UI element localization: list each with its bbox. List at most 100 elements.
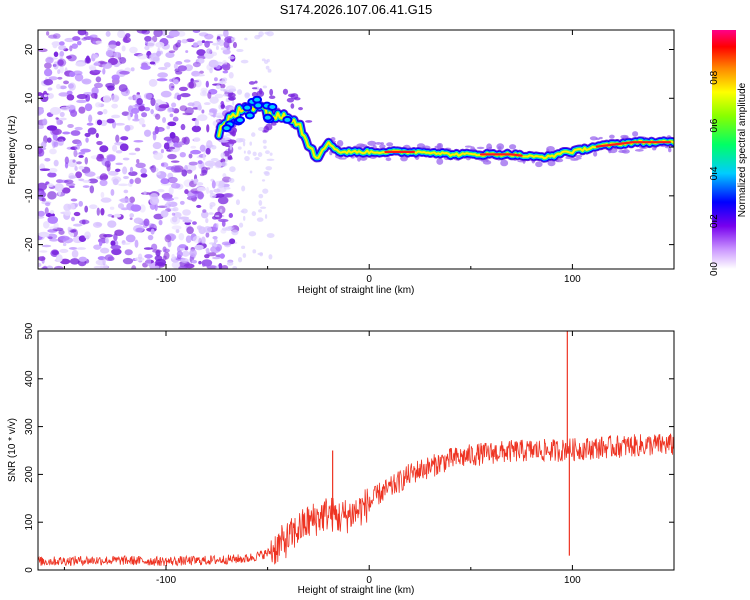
noise-blob	[191, 125, 202, 133]
colorbar-tick-label: 0.8	[709, 70, 720, 84]
noise-blob	[66, 55, 72, 59]
noise-blob	[99, 179, 108, 187]
noise-blob	[201, 259, 213, 267]
noise-blob	[208, 112, 214, 116]
noise-blob	[70, 198, 78, 202]
noise-blob	[67, 83, 74, 89]
noise-blob	[100, 247, 110, 254]
spectrogram-y-tick-label: 10	[24, 92, 35, 104]
noise-blob	[157, 188, 165, 193]
noise-blob	[257, 126, 265, 132]
noise-blob	[158, 66, 168, 70]
noise-blob	[215, 84, 221, 90]
noise-blob	[181, 169, 188, 177]
noise-blob	[38, 182, 48, 191]
noise-blob	[183, 59, 191, 63]
noise-blob	[48, 167, 58, 173]
noise-blob	[57, 76, 63, 80]
noise-blob	[107, 44, 117, 49]
noise-blob	[150, 97, 156, 107]
noise-blob	[78, 154, 84, 158]
ridge-halo-blob	[436, 158, 444, 165]
spectral-ridge-peak	[595, 141, 672, 148]
noise-blob	[133, 217, 143, 224]
noise-blob	[57, 69, 61, 75]
ridge-halo-blob	[668, 147, 672, 153]
noise-blob	[262, 139, 267, 144]
spectrogram-x-axis-title: Height of straight line (km)	[298, 285, 415, 296]
noise-blob	[115, 41, 121, 47]
colorbar-gradient	[712, 30, 736, 269]
noise-blob	[62, 131, 71, 135]
noise-blob	[165, 52, 175, 59]
noise-blob	[122, 36, 131, 44]
noise-blob	[47, 92, 54, 99]
snr-plot-area	[38, 331, 674, 567]
noise-blob	[155, 41, 165, 48]
noise-blob	[105, 31, 111, 37]
noise-blob	[193, 137, 201, 142]
noise-blob	[168, 82, 175, 91]
noise-blob	[258, 31, 264, 37]
ridge-hotspot	[267, 102, 278, 111]
noise-blob	[48, 226, 58, 230]
noise-blob	[188, 161, 198, 166]
noise-blob	[168, 30, 180, 38]
noise-blob	[58, 45, 67, 51]
ridge-halo-blob	[305, 120, 313, 123]
noise-blob	[215, 45, 219, 50]
noise-blob	[189, 249, 197, 258]
noise-blob	[186, 226, 194, 235]
noise-blob	[77, 30, 87, 36]
noise-blob	[38, 107, 45, 115]
noise-blob	[219, 253, 225, 259]
noise-blob	[248, 231, 257, 237]
noise-blob	[199, 173, 205, 177]
noise-blob	[78, 165, 85, 170]
noise-blob	[198, 260, 202, 265]
noise-blob	[171, 253, 175, 260]
noise-blob	[173, 142, 179, 148]
ridge-halo-blob	[263, 125, 270, 133]
noise-blob	[84, 157, 89, 165]
noise-blob	[205, 80, 209, 88]
noise-blob	[207, 252, 217, 257]
noise-blob	[218, 140, 229, 143]
noise-blob	[146, 39, 155, 48]
colorbar-ticks: 0.0 0.2 0.4 0.6 0.8	[709, 70, 720, 276]
noise-blob	[84, 231, 91, 239]
noise-blob	[44, 207, 49, 215]
noise-blob	[130, 107, 140, 114]
spectrogram-x-tick-label: -100	[156, 274, 176, 285]
noise-blob	[147, 234, 154, 241]
noise-blob	[185, 50, 189, 54]
noise-blob	[222, 49, 231, 55]
ridge-halo-blob	[620, 134, 629, 139]
noise-blob	[111, 74, 120, 81]
noise-blob	[228, 88, 237, 92]
noise-blob	[143, 247, 153, 250]
noise-blob	[92, 40, 96, 44]
noise-blob	[92, 54, 99, 59]
noise-blob	[66, 182, 76, 187]
noise-blob	[95, 132, 99, 138]
noise-blob	[143, 218, 150, 227]
noise-blob	[64, 37, 75, 43]
noise-blob	[149, 196, 160, 205]
noise-blob	[194, 244, 204, 251]
noise-blob	[265, 166, 273, 171]
noise-blob	[119, 143, 129, 152]
noise-blob	[100, 197, 112, 203]
noise-blob	[155, 258, 167, 267]
noise-blob	[68, 175, 77, 179]
noise-blob	[58, 229, 65, 235]
ridge-halo-blob	[535, 161, 543, 168]
noise-blob	[48, 76, 58, 81]
ridge-halo-blob	[385, 157, 392, 162]
noise-blob	[130, 204, 142, 212]
noise-blob	[206, 48, 213, 54]
spectral-ridge	[215, 101, 674, 162]
noise-blob	[99, 175, 104, 181]
noise-blob	[100, 191, 105, 199]
ridge-halo-blob	[254, 80, 258, 84]
